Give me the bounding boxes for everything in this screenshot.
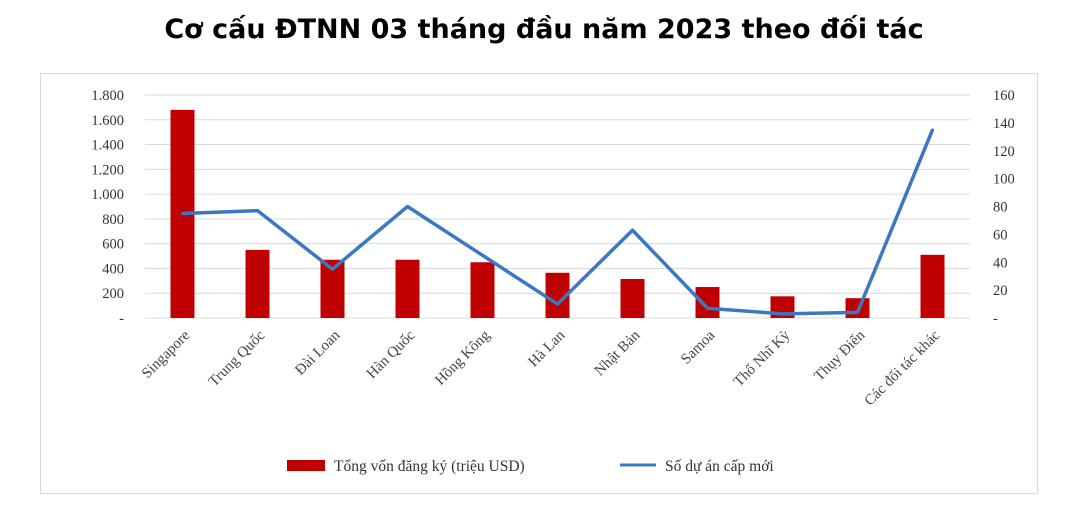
category-label: Nhật Bản — [592, 327, 644, 379]
right-axis-tick-label: 100 — [993, 172, 1015, 188]
category-label: Trung Quốc — [206, 327, 269, 390]
chart-title: Cơ cấu ĐTNN 03 tháng đầu năm 2023 theo đ… — [164, 14, 924, 45]
bar-series — [170, 109, 945, 318]
right-axis-tick-label: 160 — [993, 88, 1015, 104]
line-point — [481, 253, 484, 257]
line-point — [631, 228, 634, 232]
category-labels: Singapore Trung Quốc Đài Loan Hàn Quốc Hồng … — [139, 327, 944, 409]
right-axis-tick-label: 120 — [993, 144, 1015, 160]
left-axis-tick-label: 1.400 — [91, 138, 124, 154]
line-point — [406, 205, 409, 208]
category-label: Samoa — [678, 327, 718, 367]
left-axis-tick-label: 400 — [102, 261, 124, 277]
bar — [470, 262, 495, 318]
line-point — [856, 310, 859, 314]
bar — [695, 287, 720, 318]
right-axis-ticks: - 20 40 60 80 100 120 140 160 — [993, 88, 1015, 327]
category-label: Hồng Kông — [432, 327, 493, 388]
legend-bar-swatch — [287, 460, 325, 471]
bar — [920, 254, 945, 318]
line-series — [181, 128, 935, 316]
left-axis-tick-label: 1.600 — [91, 113, 124, 129]
category-label: Singapore — [139, 327, 194, 382]
bar — [395, 259, 420, 318]
line-point — [181, 211, 184, 215]
bar — [245, 249, 270, 318]
category-label: Đài Loan — [292, 327, 343, 378]
left-axis-tick-label: 200 — [102, 286, 124, 302]
left-axis-tick-label: 800 — [102, 212, 124, 228]
category-label: Hà Lan — [526, 327, 569, 370]
category-label: Thụy Điển — [811, 327, 868, 384]
line-point — [781, 312, 784, 316]
right-axis-tick-label: 20 — [993, 283, 1008, 299]
right-axis-tick-label: 40 — [993, 255, 1008, 271]
grid-lines — [145, 94, 970, 319]
right-axis-tick-label: 60 — [993, 227, 1008, 243]
line-point — [556, 302, 559, 306]
legend-bar-label: Tổng vốn đăng ký (triệu USD) — [334, 458, 525, 475]
left-axis-tick-label: 1.000 — [91, 187, 124, 203]
left-axis-tick-label: 600 — [102, 237, 124, 253]
category-label: Các đối tác khác — [862, 327, 944, 409]
category-label: Hàn Quốc — [364, 327, 419, 382]
left-axis-tick-label: - — [119, 311, 124, 327]
right-axis-tick-label: - — [993, 311, 998, 327]
line-point — [706, 306, 709, 310]
line-point — [256, 209, 259, 213]
line-point — [331, 267, 334, 271]
right-axis-tick-label: 80 — [993, 200, 1008, 216]
left-axis-ticks: - 200 400 600 800 1.000 1.200 1.400 1.600 1.800 — [91, 88, 124, 327]
legend: Tổng vốn đăng ký (triệu USD) Số dự án cấ… — [287, 458, 774, 475]
line-point — [931, 128, 934, 132]
left-axis-tick-label: 1.200 — [91, 162, 124, 178]
category-label: Thổ Nhĩ Kỳ — [731, 327, 794, 390]
left-axis-tick-label: 1.800 — [91, 88, 124, 104]
legend-line-label: Số dự án cấp mới — [665, 458, 774, 475]
chart-frame — [40, 73, 1038, 494]
bar — [620, 278, 645, 318]
right-axis-tick-label: 140 — [993, 116, 1015, 132]
